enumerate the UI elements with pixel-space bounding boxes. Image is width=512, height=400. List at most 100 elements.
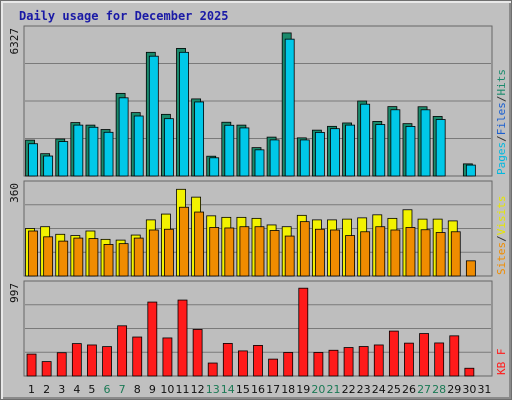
bar-sites — [390, 229, 401, 277]
x-tick-label: 22 — [342, 383, 356, 396]
bar-kb-f — [192, 329, 203, 377]
bar-files — [28, 143, 38, 177]
bar-files — [254, 149, 265, 177]
legend-item: / — [495, 96, 508, 103]
legend-item: KB F — [495, 349, 508, 376]
x-tick-label: 7 — [119, 383, 126, 396]
legend-item: Files — [495, 102, 508, 135]
bar-files — [73, 124, 84, 177]
y-max-label-kbytes: 997 — [8, 283, 21, 303]
x-tick-label: 17 — [266, 383, 280, 396]
bar-sites — [465, 260, 476, 277]
bar-kb-f — [207, 362, 218, 377]
bar-sites — [58, 240, 69, 277]
bar-sites — [330, 229, 340, 277]
bar-files — [133, 115, 144, 177]
x-tick-label: 3 — [58, 383, 65, 396]
bar-sites — [103, 244, 114, 277]
bar-kb-f — [147, 301, 158, 377]
x-tick-label: 12 — [191, 383, 205, 396]
legend-item: Hits — [495, 69, 508, 96]
bar-sites — [254, 226, 265, 277]
bar-files — [330, 128, 340, 177]
bar-kb-f — [464, 367, 475, 377]
bar-sites — [420, 229, 431, 277]
x-tick-label: 21 — [326, 383, 340, 396]
bar-kb-f — [132, 336, 143, 377]
bar-sites — [405, 227, 416, 277]
bar-files — [360, 103, 371, 177]
bar-sites — [450, 231, 461, 277]
chart-title: Daily usage for December 2025 — [19, 9, 229, 23]
bar-kb-f — [313, 352, 324, 377]
x-tick-label: 6 — [104, 383, 111, 396]
x-tick-label: 30 — [462, 383, 476, 396]
bar-sites — [209, 227, 220, 277]
x-tick-label: 1 — [28, 383, 35, 396]
x-tick-label: 20 — [311, 383, 325, 396]
bar-sites — [73, 237, 84, 277]
bar-files — [118, 97, 129, 177]
legend-item: / — [495, 135, 508, 142]
bar-sites — [269, 230, 280, 277]
bar-kb-f — [26, 353, 37, 377]
x-tick-label: 11 — [176, 383, 190, 396]
bar-files — [224, 124, 235, 177]
bar-files — [345, 124, 355, 177]
x-tick-label: 16 — [251, 383, 265, 396]
bar-kb-f — [117, 325, 128, 377]
bar-files — [88, 126, 99, 177]
x-tick-label: 29 — [447, 383, 461, 396]
bar-sites — [88, 238, 99, 277]
bar-files — [314, 132, 325, 177]
bar-sites — [314, 228, 325, 277]
bar-sites — [164, 228, 174, 277]
bar-files — [299, 139, 310, 177]
bar-kb-f — [449, 335, 460, 377]
bar-sites — [133, 237, 144, 277]
bar-files — [194, 101, 205, 177]
bar-files — [375, 124, 386, 177]
legend-item: Sites — [495, 242, 508, 275]
bar-kb-f — [283, 352, 294, 377]
bar-kb-f — [238, 350, 248, 377]
x-tick-label: 26 — [402, 383, 416, 396]
bar-files — [179, 51, 189, 177]
bar-kb-f — [388, 330, 399, 377]
x-tick-label: 19 — [296, 383, 310, 396]
bar-files — [284, 38, 295, 177]
x-tick-label: 31 — [477, 383, 491, 396]
bar-sites — [28, 230, 38, 277]
bar-files — [148, 55, 159, 177]
x-tick-label: 10 — [160, 383, 174, 396]
bar-kb-f — [373, 344, 384, 377]
bar-sites — [224, 227, 235, 277]
legend-item: Pages — [495, 142, 508, 175]
bar-sites — [375, 226, 386, 277]
x-tick-label: 24 — [372, 383, 386, 396]
bar-sites — [435, 232, 446, 277]
bar-sites — [284, 235, 295, 277]
bar-sites — [299, 221, 310, 277]
bar-files — [435, 119, 446, 177]
bar-sites — [194, 211, 205, 277]
bar-kb-f — [298, 287, 309, 377]
bar-files — [390, 109, 401, 177]
bar-files — [239, 127, 250, 177]
bar-kb-f — [328, 349, 339, 377]
legend-kbytes: KB F — [495, 349, 508, 376]
bar-sites — [43, 236, 54, 277]
bar-kb-f — [358, 346, 369, 377]
bar-kb-f — [419, 333, 429, 377]
x-tick-label: 28 — [432, 383, 446, 396]
bar-sites — [345, 235, 355, 277]
bar-files — [420, 109, 431, 177]
x-tick-label: 8 — [134, 383, 141, 396]
legend-visits: Sites/Visits — [495, 196, 508, 276]
bar-sites — [360, 231, 371, 277]
x-tick-label: 27 — [417, 383, 431, 396]
bar-files — [465, 164, 476, 177]
bar-kb-f — [102, 346, 112, 377]
bar-kb-f — [162, 337, 173, 377]
